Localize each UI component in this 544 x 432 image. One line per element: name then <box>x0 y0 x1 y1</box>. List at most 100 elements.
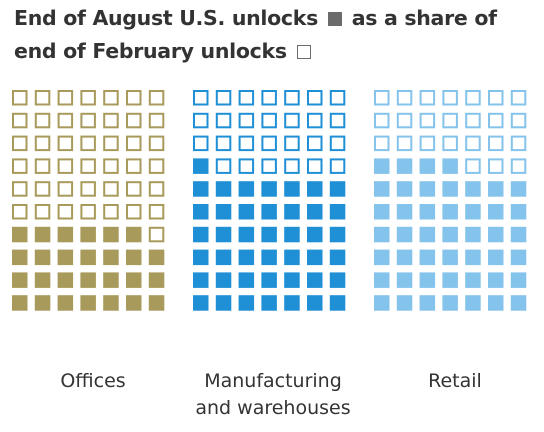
waffle-cell-empty <box>103 181 119 197</box>
waffle-cell-empty <box>12 158 28 174</box>
waffle-cell-filled <box>510 272 527 288</box>
waffle-cell-filled <box>238 272 255 288</box>
legend-outline-swatch <box>296 45 311 59</box>
waffle-cell-filled <box>510 181 527 197</box>
waffle-cell-empty <box>261 112 277 129</box>
waffle-cell-empty <box>57 158 74 174</box>
waffle-cell-filled <box>465 226 481 243</box>
waffle-cell-filled <box>80 226 96 243</box>
waffle-cell-filled <box>510 204 527 220</box>
waffle-cell-filled <box>442 204 458 220</box>
waffle-cell-empty <box>57 135 74 152</box>
waffle-cell-empty <box>307 112 323 129</box>
waffle-cell-empty <box>465 158 481 174</box>
waffle-cell-empty <box>103 112 119 129</box>
waffle-cell-empty <box>465 135 481 152</box>
waffle-cell-empty <box>488 135 504 152</box>
waffle-cell-filled <box>465 249 481 266</box>
waffle-cell-empty <box>126 181 142 197</box>
waffle-cell-filled <box>103 295 119 311</box>
waffle-cell-filled <box>12 226 28 243</box>
waffle-cell-filled <box>261 249 277 266</box>
waffle-cell-filled <box>419 181 436 197</box>
waffle-cell-filled <box>126 249 142 266</box>
waffle-cell-empty <box>193 135 209 152</box>
panel-label-retail: Retail <box>370 368 540 395</box>
waffle-cell-empty <box>80 112 96 129</box>
waffle-cell-filled <box>193 204 209 220</box>
waffle-cell-filled <box>374 158 390 174</box>
waffle-cell-empty <box>238 112 255 129</box>
waffle-cell-filled <box>34 226 51 243</box>
waffle-cell-filled <box>488 249 504 266</box>
waffle-cell-filled <box>329 295 346 311</box>
waffle-cell-filled <box>12 272 28 288</box>
waffle-cell-empty <box>488 158 504 174</box>
waffle-cell-filled <box>284 226 300 243</box>
waffle-cell-filled <box>442 249 458 266</box>
waffle-cell-empty <box>193 90 209 106</box>
waffle-cell-filled <box>80 249 96 266</box>
waffle-cell-empty <box>12 204 28 220</box>
waffle-cell-filled <box>374 181 390 197</box>
waffle-cell-empty <box>510 112 527 129</box>
waffle-cell-empty <box>261 135 277 152</box>
waffle-cell-filled <box>80 272 96 288</box>
waffle-cell-filled <box>103 226 119 243</box>
waffle-cell-filled <box>12 249 28 266</box>
waffle-cell-empty <box>148 135 165 152</box>
waffle-cell-filled <box>12 295 28 311</box>
waffle-cell-empty <box>57 181 74 197</box>
waffle-cell-filled <box>126 272 142 288</box>
waffle-cell-filled <box>488 272 504 288</box>
waffle-cell-filled <box>193 181 209 197</box>
waffle-cell-filled <box>57 295 74 311</box>
waffle-cell-filled <box>215 272 232 288</box>
panel-label-line: Retail <box>428 370 482 392</box>
panel-label-line: Offices <box>60 370 126 392</box>
panel-label-line: Manufacturing <box>204 370 342 392</box>
waffle-cell-empty <box>374 112 390 129</box>
waffle-cell-empty <box>261 90 277 106</box>
waffle-cell-filled <box>261 181 277 197</box>
waffle-cell-empty <box>193 112 209 129</box>
waffle-cell-filled <box>193 272 209 288</box>
waffle-cell-empty <box>329 158 346 174</box>
waffle-cell-empty <box>284 112 300 129</box>
waffle-cell-empty <box>419 135 436 152</box>
waffle-cell-empty <box>419 90 436 106</box>
waffle-cell-empty <box>12 90 28 106</box>
waffle-cell-filled <box>465 204 481 220</box>
waffle-cell-filled <box>103 249 119 266</box>
waffle-cell-filled <box>329 181 346 197</box>
waffle-cell-filled <box>396 158 413 174</box>
waffle-cell-filled <box>374 226 390 243</box>
waffle-cell-empty <box>103 158 119 174</box>
waffle-cell-filled <box>442 226 458 243</box>
waffle-cell-filled <box>488 181 504 197</box>
legend-filled-swatch <box>327 12 342 26</box>
waffle-cell-empty <box>12 181 28 197</box>
waffle-cell-filled <box>148 272 165 288</box>
waffle-cell-empty <box>80 204 96 220</box>
waffle-cell-filled <box>510 226 527 243</box>
panel-label-offices: Offices <box>8 368 178 395</box>
waffle-cell-empty <box>80 135 96 152</box>
waffle-cell-filled <box>238 226 255 243</box>
waffle-cell-filled <box>442 181 458 197</box>
waffle-cell-empty <box>442 90 458 106</box>
waffle-cell-filled <box>284 272 300 288</box>
waffle-cell-filled <box>374 204 390 220</box>
waffle-cell-empty <box>329 112 346 129</box>
waffle-cell-filled <box>238 249 255 266</box>
waffle-cell-filled <box>193 158 209 174</box>
waffle-cell-filled <box>307 272 323 288</box>
waffle-cell-empty <box>238 90 255 106</box>
waffle-cell-filled <box>261 272 277 288</box>
waffle-cell-empty <box>57 90 74 106</box>
waffle-cell-empty <box>34 181 51 197</box>
panel-label-manufacturing: Manufacturing and warehouses <box>178 368 368 422</box>
waffle-cell-empty <box>329 90 346 106</box>
waffle-cell-empty <box>34 112 51 129</box>
